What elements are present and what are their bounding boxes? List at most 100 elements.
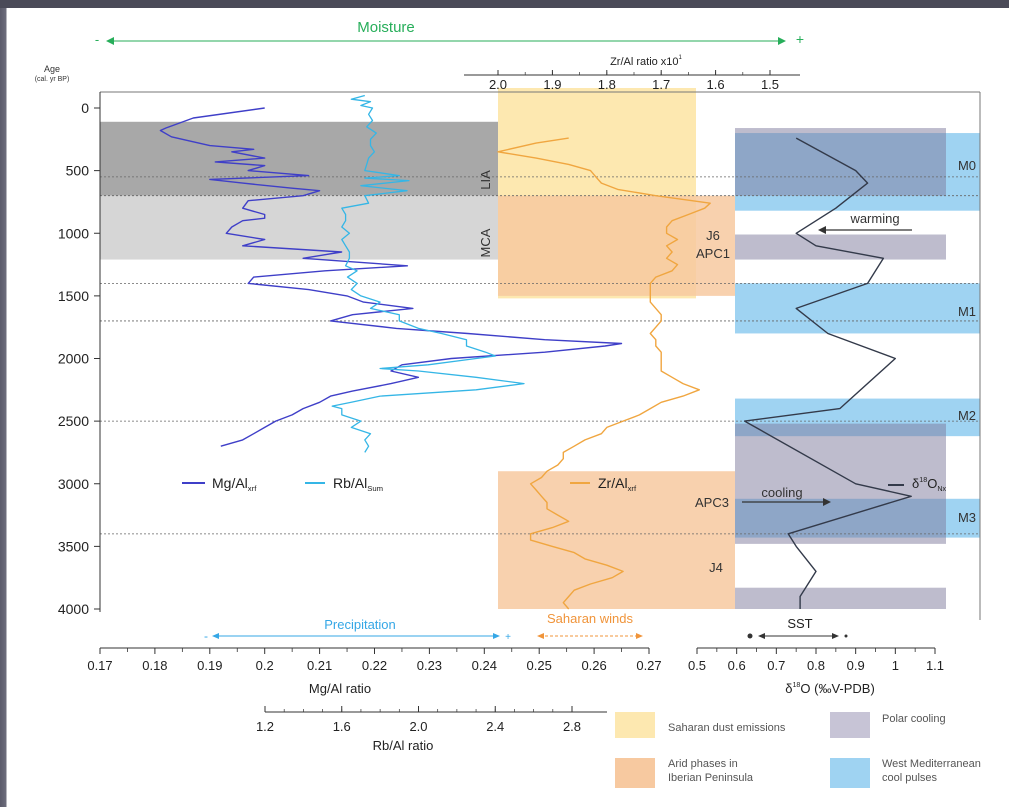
age-tick-label-500: 500 [66,163,90,179]
legend-label-mg: Mg/Alxrf [212,475,257,493]
legend-label-d18o: δ18ONx [912,476,946,493]
age-tick-label-1500: 1500 [58,288,89,304]
pulse-label-m1: M1 [958,304,976,319]
legend-label-rb: Rb/AlSum [333,475,383,493]
period-label-mca: MCA [478,228,493,257]
age-tick-label-3000: 3000 [58,476,89,492]
series-line-d18o [743,137,912,609]
series-line-rb [331,94,525,453]
sst-dot-left [747,633,753,639]
zr-axis-tick-label-1.9: 1.9 [543,77,561,92]
d18o-axis-tick-label-0.7: 0.7 [767,658,785,673]
pulse-label-m0: M0 [958,158,976,173]
legend-swatch-cool-pulses [830,758,870,788]
event-label-j6: J6 [706,228,720,243]
bottom-legend: Saharan dust emissions Polar cooling Ari… [615,712,981,788]
event-label-j4: J4 [709,560,723,575]
sst-dot-right [844,634,848,638]
legend-label-arid-line1: Arid phases in [668,758,738,770]
sst-arrow-head-left [758,633,765,639]
mg-axis-tick-label-0.17: 0.17 [87,658,112,673]
saharan-winds-arrow-head-left [537,633,544,639]
series-line-zr [497,137,711,610]
band-gray-dark [100,121,498,196]
legend-swatch-polar-cooling [830,712,870,738]
sst-label: SST [787,616,812,631]
d18o-axis-tick-label-0.9: 0.9 [847,658,865,673]
rb-axis-title: Rb/Al ratio [373,738,434,753]
age-tick-label-1000: 1000 [58,225,89,241]
precipitation-label: Precipitation [324,617,396,632]
legend-swatch-saharan-dust [615,712,655,738]
sst-arrow-head-right [832,633,839,639]
warming-arrow-head [818,226,826,234]
event-label-apc1: APC1 [696,246,730,261]
legend-swatch-arid-phases [615,758,655,788]
rb-axis-tick-label-2.8: 2.8 [563,719,581,734]
precipitation-arrow-head-left [212,633,219,639]
rb-axis-tick-label-2.4: 2.4 [486,719,504,734]
mg-axis-tick-label-0.2: 0.2 [256,658,274,673]
zr-axis-tick-label-1.8: 1.8 [598,77,616,92]
mg-axis-tick-label-0.19: 0.19 [197,658,222,673]
event-label-apc3: APC3 [695,495,729,510]
rb-axis-tick-label-1.2: 1.2 [256,719,274,734]
mg-axis-tick-label-0.18: 0.18 [142,658,167,673]
moisture-label: Moisture [357,19,415,36]
rb-axis-tick-label-2.0: 2.0 [409,719,427,734]
period-label-lia: LIA [478,170,493,190]
d18o-axis-tick-label-0.8: 0.8 [807,658,825,673]
age-tick-label-2500: 2500 [58,413,89,429]
pulse-label-m3: M3 [958,510,976,525]
d18o-axis-title: δ18O (‰V-PDB) [785,681,875,696]
age-axis-title: Age [44,64,60,74]
zr-axis-tick-label-1.7: 1.7 [652,77,670,92]
age-tick-label-0: 0 [81,100,89,116]
rb-axis-tick-label-1.6: 1.6 [333,719,351,734]
series-line-mg [159,107,623,447]
legend-label-polar-cooling: Polar cooling [882,713,946,725]
zr-axis-tick-label-2.0: 2.0 [489,77,507,92]
precipitation-plus: + [505,632,511,643]
pulse-label-m2: M2 [958,408,976,423]
mg-axis-tick-label-0.22: 0.22 [362,658,387,673]
band-polar-cooling-4 [735,587,946,609]
moisture-plus: + [796,31,804,47]
mg-axis-tick-label-0.23: 0.23 [417,658,442,673]
zr-axis-tick-label-1.5: 1.5 [761,77,779,92]
legend-label-zr: Zr/Alxrf [598,475,637,493]
top-frame-bar [0,0,1009,8]
mg-axis-tick-label-0.27: 0.27 [636,658,661,673]
zr-axis-tick-label-1.6: 1.6 [707,77,725,92]
age-tick-label-4000: 4000 [58,601,89,617]
legend-label-cool-line1: West Mediterranean [882,758,981,770]
moisture-arrow-head-right [778,37,786,45]
band-cool-pulse-2 [735,283,980,334]
age-axis-subtitle: (cal. yr BP) [35,76,70,83]
band-polar-cooling-2 [735,234,946,260]
mg-axis-tick-label-0.26: 0.26 [581,658,606,673]
annotation-cooling: cooling [761,485,802,500]
mg-axis-tick-label-0.25: 0.25 [527,658,552,673]
saharan-winds-label: Saharan winds [547,611,633,626]
band-layer [100,88,980,609]
saharan-winds-arrow-head-right [636,633,643,639]
mg-axis-tick-label-0.21: 0.21 [307,658,332,673]
legend-label-arid-line2: Iberian Peninsula [668,772,754,784]
zr-axis-title: Zr/Al ratio x101 [610,55,682,68]
band-arid-2 [498,471,735,609]
legend-label-saharan-dust: Saharan dust emissions [668,722,786,734]
moisture-minus: - [95,32,99,47]
d18o-axis-tick-label-0.5: 0.5 [688,658,706,673]
precipitation-minus: - [204,629,208,643]
cooling-arrow-head [823,498,831,506]
age-tick-label-2000: 2000 [58,351,89,367]
d18o-axis-tick-label-1: 1 [892,658,899,673]
d18o-axis-tick-label-0.6: 0.6 [728,658,746,673]
precipitation-arrow-head-right [493,633,500,639]
mg-axis-title: Mg/Al ratio [309,681,371,696]
annotation-warming: warming [849,211,899,226]
age-tick-label-3500: 3500 [58,538,89,554]
